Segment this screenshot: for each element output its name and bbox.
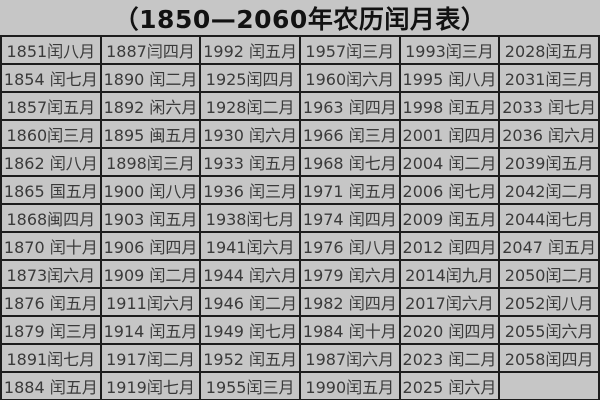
table-cell: 2028闰五月 xyxy=(498,35,600,65)
table-cell: 2050闰二月 xyxy=(498,259,600,289)
table-cell: 2009 闰五月 xyxy=(398,203,501,233)
table-cell: 1879 闰三月 xyxy=(0,315,102,345)
table-cell: 2012 闰四月 xyxy=(398,231,501,261)
table-row: 1879 闰三月 1914 闰五月 1949 闰七月 1984 闰十月 2020 闰四月… xyxy=(0,315,600,345)
table-row: 1851闰八月 1887闫四月 1992 闰五月 1957闰三月 1993闰三月 2028… xyxy=(0,35,600,65)
table-cell: 1936 闰三月 xyxy=(199,175,301,205)
table-cell: 1919闰七月 xyxy=(99,371,202,400)
table-cell: 2044闰七月 xyxy=(498,203,600,233)
table-cell: 1903 闰五月 xyxy=(99,203,202,233)
table-cell: 1944 闰六月 xyxy=(199,259,301,289)
table-row: 1854 闰七月 1890 闰二月 1925闰四月 1960闰六月 1995 闰八月 20… xyxy=(0,63,600,93)
table-cell: 2052闰八月 xyxy=(498,287,600,317)
table-cell: 1930 闰六月 xyxy=(199,119,301,149)
leap-month-table: 1851闰八月 1887闫四月 1992 闰五月 1957闰三月 1993闰三月 2028… xyxy=(0,35,600,400)
table-cell: 1955闰三月 xyxy=(199,371,301,400)
table-cell: 1933 闰五月 xyxy=(199,147,301,177)
table-cell: 1895 闽五月 xyxy=(99,119,202,149)
table-cell: 1960闰六月 xyxy=(298,63,401,93)
table-cell: 2017闰六月 xyxy=(398,287,501,317)
table-row: 1865 国五月 1900 闰八月 1936 闰三月 1971 闰五月 2006 闰七月… xyxy=(0,175,600,205)
table-cell: 2001 闰四月 xyxy=(398,119,501,149)
table-cell: 1900 闰八月 xyxy=(99,175,202,205)
table-cell: 1892 闲六月 xyxy=(99,91,202,121)
table-row: 1884 闰五月 1919闰七月 1955闰三月 1990闰五月 2025 闰六月 xyxy=(0,371,600,400)
table-cell: 2033 闰七月 xyxy=(498,91,600,121)
table-cell: 1906 闰四月 xyxy=(99,231,202,261)
table-cell: 1884 闰五月 xyxy=(0,371,102,400)
table-cell: 2058闰四月 xyxy=(498,343,600,373)
table-cell: 1914 闰五月 xyxy=(99,315,202,345)
table-cell: 1987闰六月 xyxy=(298,343,401,373)
table-cell: 1952 闰五月 xyxy=(199,343,301,373)
table-cell: 1992 闰五月 xyxy=(199,35,301,65)
table-cell: 1854 闰七月 xyxy=(0,63,102,93)
table-cell: 2042闰二月 xyxy=(498,175,600,205)
table-cell xyxy=(498,371,600,400)
table-cell: 1851闰八月 xyxy=(0,35,102,65)
table-cell: 1990闰五月 xyxy=(298,371,401,400)
table-row: 1857闰五月 1892 闲六月 1928闰二月 1963 闰四月 1998 闰五月 20… xyxy=(0,91,600,121)
table-row: 1870 闰十月 1906 闰四月 1941闰六月 1976 闰八月 2012 闰四月 2… xyxy=(0,231,600,261)
table-row: 1868闽四月 1903 闰五月 1938闰七月 1974 闰四月 2009 闰五月 20… xyxy=(0,203,600,233)
table-cell: 1860闰三月 xyxy=(0,119,102,149)
table-cell: 1928闰二月 xyxy=(199,91,301,121)
table-row: 1891闰七月 1917闰二月 1952 闰五月 1987闰六月 2023 闰二月 205… xyxy=(0,343,600,373)
table-cell: 2039闰五月 xyxy=(498,147,600,177)
table-cell: 2025 闰六月 xyxy=(398,371,501,400)
table-cell: 1891闰七月 xyxy=(0,343,102,373)
table-row: 1876 闰五月 1911闰六月 1946 闰二月 1982 闰四月 2017闰六月 20… xyxy=(0,287,600,317)
table-cell: 1938闰七月 xyxy=(199,203,301,233)
table-cell: 2014闰九月 xyxy=(398,259,501,289)
table-cell: 1971 闰五月 xyxy=(298,175,401,205)
table-cell: 1911闰六月 xyxy=(99,287,202,317)
page-title: （1850—2060年农历闰月表） xyxy=(113,4,487,34)
table-cell: 1979 闰六月 xyxy=(298,259,401,289)
table-cell: 1998 闰五月 xyxy=(398,91,501,121)
table-cell: 1898闰三月 xyxy=(99,147,202,177)
table-row: 1873闰六月 1909 闰二月 1944 闰六月 1979 闰六月 2014闰九月 20… xyxy=(0,259,600,289)
table-cell: 2020 闰四月 xyxy=(398,315,501,345)
table-cell: 2023 闰二月 xyxy=(398,343,501,373)
table-cell: 1870 闰十月 xyxy=(0,231,102,261)
table-cell: 1857闰五月 xyxy=(0,91,102,121)
table-cell: 1995 闰八月 xyxy=(398,63,501,93)
table-cell: 1976 闰八月 xyxy=(298,231,401,261)
table-cell: 1887闫四月 xyxy=(99,35,202,65)
table-cell: 2006 闰七月 xyxy=(398,175,501,205)
table-cell: 2036 闰六月 xyxy=(498,119,600,149)
table-cell: 1890 闰二月 xyxy=(99,63,202,93)
table-cell: 1862 闰八月 xyxy=(0,147,102,177)
table-cell: 1966 闰三月 xyxy=(298,119,401,149)
table-cell: 1963 闰四月 xyxy=(298,91,401,121)
table-cell: 1974 闰四月 xyxy=(298,203,401,233)
table-cell: 1941闰六月 xyxy=(199,231,301,261)
table-cell: 1968 闰七月 xyxy=(298,147,401,177)
table-cell: 1917闰二月 xyxy=(99,343,202,373)
table-cell: 1876 闰五月 xyxy=(0,287,102,317)
table-cell: 1868闽四月 xyxy=(0,203,102,233)
table-cell: 1957闰三月 xyxy=(298,35,401,65)
table-cell: 1982 闰四月 xyxy=(298,287,401,317)
table-cell: 2055闰六月 xyxy=(498,315,600,345)
table-cell: 1946 闰二月 xyxy=(199,287,301,317)
table-cell: 2047 闰五月 xyxy=(498,231,600,261)
table-cell: 1873闰六月 xyxy=(0,259,102,289)
table-cell: 2031闰三月 xyxy=(498,63,600,93)
table-cell: 2004 闰二月 xyxy=(398,147,501,177)
table-row: 1862 闰八月 1898闰三月 1933 闰五月 1968 闰七月 2004 闰二月 2… xyxy=(0,147,600,177)
table-row: 1860闰三月 1895 闽五月 1930 闰六月 1966 闰三月 2001 闰四月 2… xyxy=(0,119,600,149)
table-cell: 1949 闰七月 xyxy=(199,315,301,345)
table-cell: 1909 闰二月 xyxy=(99,259,202,289)
table-cell: 1993闰三月 xyxy=(398,35,501,65)
table-cell: 1865 国五月 xyxy=(0,175,102,205)
table-cell: 1984 闰十月 xyxy=(298,315,401,345)
table-cell: 1925闰四月 xyxy=(199,63,301,93)
table-body: 1851闰八月 1887闫四月 1992 闰五月 1957闰三月 1993闰三月 2028… xyxy=(0,35,600,400)
